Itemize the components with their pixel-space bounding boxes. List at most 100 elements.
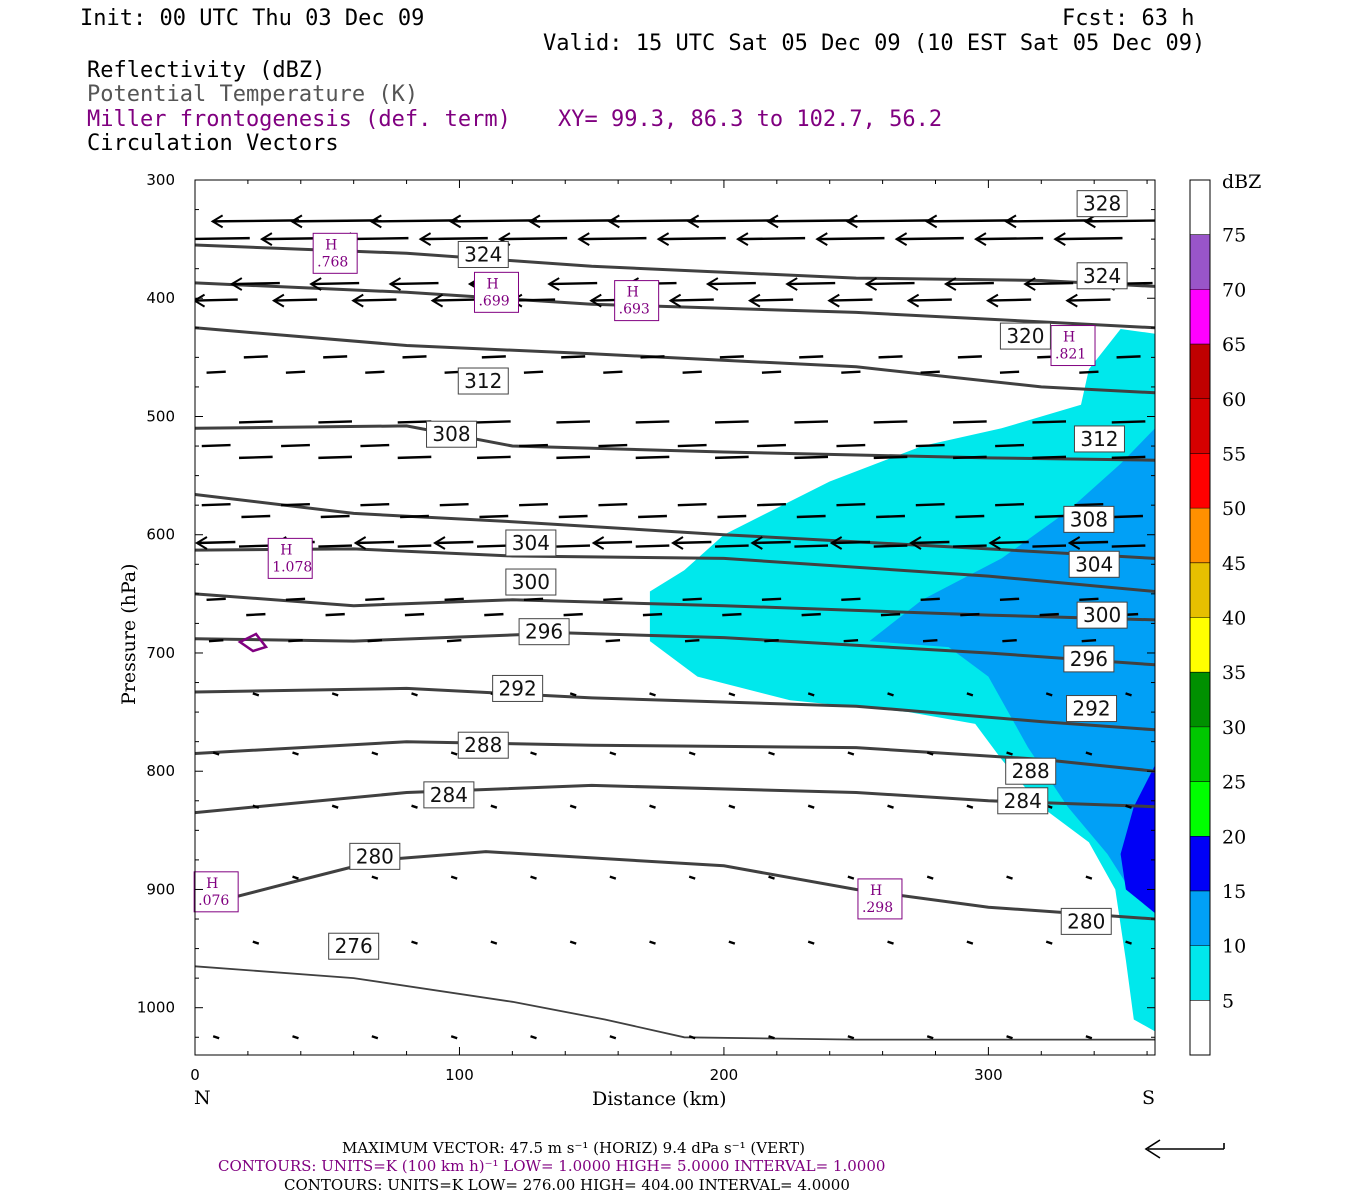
vector-head	[1023, 277, 1036, 291]
theta-label-box	[457, 240, 509, 268]
theta-contour-308	[195, 493, 1155, 560]
vector-shaft	[728, 940, 736, 945]
vector-shaft	[450, 751, 458, 756]
vector-shaft	[1032, 455, 1067, 460]
vector-head	[766, 214, 779, 229]
theta-label-text: 328	[1083, 192, 1121, 216]
colorbar-level-label: 60	[1222, 389, 1246, 411]
vector-shaft	[966, 804, 974, 809]
vector-shaft	[915, 502, 945, 507]
theta-label-292: 292	[492, 674, 544, 702]
vector-shaft	[836, 443, 866, 448]
vector-shaft	[285, 597, 306, 601]
vector-head	[943, 277, 957, 291]
vector-shaft	[1081, 638, 1097, 643]
theta-label-text: 276	[335, 934, 373, 958]
theta-label-box	[328, 932, 380, 960]
field-circulation-vectors: Circulation Vectors	[87, 131, 339, 156]
vector-shaft	[799, 355, 824, 359]
colorbar-level-label: 30	[1222, 717, 1246, 739]
vector-head	[591, 536, 605, 550]
vector-shaft	[672, 540, 712, 545]
vector-shaft	[761, 370, 782, 374]
vector-shaft	[841, 597, 861, 601]
vector-shaft	[292, 1035, 299, 1040]
vector-shaft	[490, 804, 498, 809]
vector-head	[309, 277, 322, 291]
vector-head	[988, 536, 1001, 550]
vector-shaft	[371, 219, 458, 223]
theta-label-text: 324	[464, 242, 502, 266]
colorbar-level-label: 15	[1222, 881, 1246, 903]
theta-label-296: 296	[518, 618, 570, 646]
reference-vector-arrow	[1144, 1139, 1225, 1159]
colorbar-level-label: 10	[1222, 936, 1246, 958]
theta-label-300: 300	[1076, 601, 1128, 629]
frontogenesis-high-letter: H	[486, 276, 498, 292]
theta-label-box	[1073, 425, 1125, 453]
vector-shaft	[561, 355, 586, 359]
south-end-label: S	[1142, 1087, 1155, 1109]
vector-shaft	[477, 455, 511, 460]
vector-shaft	[450, 219, 538, 223]
vector-shaft	[801, 612, 821, 617]
x-tick-label: 200	[710, 1066, 739, 1084]
vector-shaft	[841, 370, 861, 374]
vector-shaft	[367, 638, 383, 643]
vector-shaft	[873, 420, 908, 424]
footer-frontogenesis-contours: CONTOURS: UNITS=K (100 km h)⁻¹ LOW= 1.00…	[218, 1157, 885, 1175]
frontogenesis-box	[473, 271, 519, 313]
vector-shaft	[768, 751, 775, 756]
circulation-vectors	[195, 214, 1155, 1040]
footer-theta-contours: CONTOURS: UNITS=K LOW= 276.00 HIGH= 404.…	[284, 1176, 850, 1194]
vector-shaft	[1067, 298, 1111, 302]
theta-label-text: 324	[1083, 264, 1121, 288]
vector-shaft	[960, 612, 980, 617]
theta-label-box	[518, 618, 570, 646]
frontogenesis-box	[312, 232, 358, 274]
frontogenesis-high-letter: H	[1063, 330, 1075, 346]
vector-shaft	[1085, 875, 1093, 880]
vector-shaft	[1045, 692, 1053, 697]
theta-label-text: 300	[1083, 603, 1121, 627]
vector-shaft	[238, 544, 273, 548]
vector-shaft	[768, 875, 775, 880]
vector-shaft	[682, 597, 702, 601]
vector-shaft	[757, 443, 786, 448]
vector-shaft	[1025, 281, 1074, 286]
vector-shaft	[569, 804, 577, 809]
vector-shaft	[953, 544, 987, 548]
vector-shaft	[876, 514, 905, 519]
vector-shaft	[878, 355, 903, 359]
vector-head	[388, 277, 402, 291]
vector-shaft	[206, 597, 226, 601]
theta-label-box	[457, 731, 509, 759]
vector-shaft	[446, 638, 462, 643]
theta-label-276: 276	[328, 932, 380, 960]
vector-head	[547, 277, 560, 291]
vector-shaft	[273, 298, 318, 302]
reflectivity-region-10	[869, 428, 1155, 896]
theta-contour-300	[195, 592, 1155, 622]
vector-shaft	[411, 804, 418, 809]
theta-label-280: 280	[349, 842, 401, 870]
theta-label-text: 292	[1072, 697, 1110, 721]
plot-frame	[194, 179, 1156, 1056]
vector-head	[785, 277, 798, 291]
colorbar-level-label: 25	[1222, 772, 1246, 794]
theta-label-box	[1076, 190, 1128, 218]
vector-shaft	[688, 219, 776, 223]
vector-shaft	[201, 443, 231, 448]
vector-shaft	[402, 355, 427, 359]
theta-label-320: 320	[999, 322, 1051, 350]
colorbar-level-label: 50	[1222, 498, 1246, 520]
colorbar-level-label: 20	[1222, 826, 1246, 848]
vector-shaft	[556, 420, 591, 424]
vector-shaft	[603, 370, 623, 374]
vector-shaft	[439, 502, 469, 507]
theta-contours	[195, 243, 1155, 1041]
vector-head	[1065, 293, 1078, 308]
theta-label-304: 304	[1068, 550, 1120, 578]
y-tick-label: 900	[146, 880, 175, 898]
vector-shaft	[880, 612, 901, 617]
